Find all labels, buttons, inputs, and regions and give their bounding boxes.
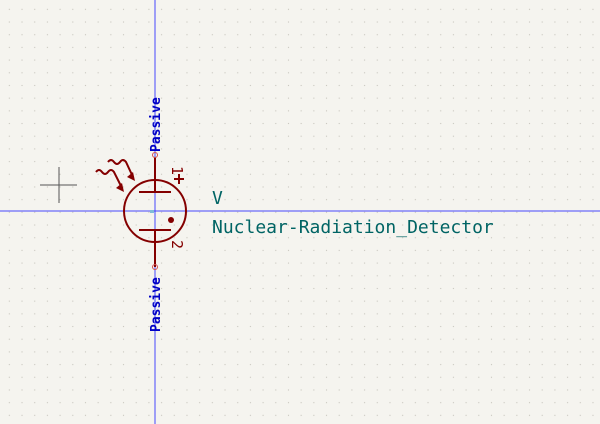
plus-polarity-icon bbox=[174, 174, 184, 184]
pin-2-end-marker[interactable] bbox=[152, 264, 158, 270]
pin-1-end-marker[interactable] bbox=[152, 152, 158, 158]
pin-2-type-label: Passive bbox=[149, 277, 164, 332]
value-field[interactable]: Nuclear-Radiation_Detector bbox=[212, 217, 494, 238]
reference-field[interactable]: V bbox=[212, 188, 223, 209]
crosshair-cursor-icon bbox=[40, 167, 77, 203]
radiation-detector-symbol[interactable] bbox=[95, 157, 187, 267]
center-marker bbox=[150, 210, 154, 213]
pin-2-number: 2 bbox=[168, 240, 186, 249]
detector-body-circle bbox=[123, 179, 187, 243]
pin-1-number: 1 bbox=[168, 166, 186, 175]
pin-1-type-label: Passive bbox=[149, 97, 164, 152]
detector-dot bbox=[168, 217, 174, 223]
radiation-arrows-icon bbox=[95, 159, 135, 192]
